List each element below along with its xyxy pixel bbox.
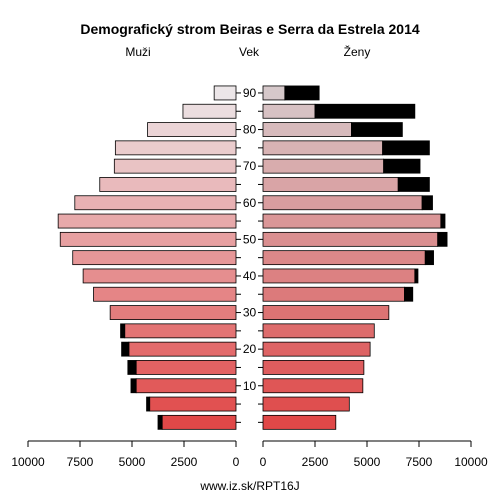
age-axis-label: Vek [239, 45, 260, 59]
male-bar-90+ [213, 85, 237, 101]
age-tick-label: 50 [243, 232, 257, 246]
female-excess-bar-90+ [284, 85, 320, 101]
female-excess-bar-75-79 [382, 140, 430, 156]
male-bar-0-4 [161, 414, 237, 430]
age-tick-label: 90 [243, 86, 257, 100]
male-bar-65-69 [99, 177, 237, 192]
female-bar-30-34 [262, 305, 390, 320]
age-tick-label: 20 [243, 342, 257, 356]
female-bar-80-84 [262, 122, 352, 137]
female-excess-bar-50-54 [437, 231, 448, 247]
male-excess-bar-25-29 [120, 323, 126, 339]
female-excess-bar-80-84 [350, 122, 403, 137]
male-bar-75-79 [114, 140, 237, 156]
female-bar-40-44 [262, 268, 416, 284]
male-excess-bar-0-4 [157, 414, 163, 430]
male-x-tick-label: 7500 [67, 455, 94, 469]
female-bar-50-54 [262, 231, 439, 247]
female-bar-25-29 [262, 323, 375, 339]
male-bar-25-29 [124, 323, 237, 339]
female-excess-bar-40-44 [414, 268, 419, 284]
male-bar-55-59 [57, 213, 237, 229]
female-bar-20-24 [262, 341, 371, 357]
female-bar-85-89 [262, 103, 316, 119]
female-bar-60-64 [262, 195, 423, 211]
female-excess-bar-55-59 [440, 213, 446, 229]
male-bar-45-49 [72, 250, 237, 266]
female-bar-70-74 [262, 158, 385, 174]
axes-group: 0 0 2500 2500 5000 5000 7500 7500 10000 10000 10 20… [11, 86, 488, 469]
chart-title: Demografický strom Beiras e Serra da Est… [80, 21, 420, 37]
male-bar-60-64 [74, 195, 237, 211]
female-x-tick-label: 0 [260, 455, 267, 469]
female-excess-bar-35-39 [404, 286, 414, 302]
bars-group [57, 85, 448, 430]
female-x-tick-label: 2500 [302, 455, 329, 469]
female-bar-75-79 [262, 140, 383, 156]
age-tick-label: 60 [243, 196, 257, 210]
age-tick-label: 40 [243, 269, 257, 283]
female-bar-65-69 [262, 177, 399, 192]
female-excess-bar-70-74 [383, 158, 421, 174]
female-bar-45-49 [262, 250, 426, 266]
male-x-tick-label: 2500 [171, 455, 198, 469]
female-x-tick-label: 7500 [406, 455, 433, 469]
male-excess-bar-5-9 [146, 396, 151, 412]
male-bar-30-34 [109, 305, 237, 320]
females-label: Ženy [344, 44, 371, 59]
female-bar-10-14 [262, 378, 364, 394]
female-bar-15-19 [262, 360, 365, 375]
female-x-tick-label: 5000 [354, 455, 381, 469]
male-excess-bar-15-19 [127, 360, 137, 375]
male-excess-bar-20-24 [121, 341, 130, 357]
male-bar-85-89 [182, 103, 237, 119]
footer-source: www.iz.sk/RPT16J [199, 479, 299, 493]
female-bar-5-9 [262, 396, 350, 412]
male-x-tick-label: 5000 [119, 455, 146, 469]
female-x-tick-label: 10000 [454, 455, 488, 469]
male-bar-15-19 [135, 360, 237, 375]
female-excess-bar-85-89 [314, 103, 416, 119]
female-excess-bar-60-64 [421, 195, 433, 211]
female-excess-bar-45-49 [424, 250, 434, 266]
male-bar-10-14 [135, 378, 237, 394]
male-x-tick-label: 10000 [11, 455, 45, 469]
male-bar-40-44 [82, 268, 237, 284]
male-bar-80-84 [147, 122, 237, 137]
age-tick-label: 80 [243, 123, 257, 137]
male-bar-5-9 [149, 396, 237, 412]
male-bar-20-24 [128, 341, 237, 357]
male-excess-bar-10-14 [130, 378, 137, 394]
female-bar-55-59 [262, 213, 442, 229]
male-bar-70-74 [113, 158, 237, 174]
age-tick-label: 30 [243, 306, 257, 320]
male-bar-35-39 [93, 286, 237, 302]
age-tick-label: 10 [243, 379, 257, 393]
female-bar-90+ [262, 85, 286, 101]
female-bar-35-39 [262, 286, 405, 302]
female-bar-0-4 [262, 414, 337, 430]
males-label: Muži [125, 45, 150, 59]
male-bar-50-54 [59, 231, 237, 247]
female-excess-bar-65-69 [397, 177, 430, 192]
male-x-tick-label: 0 [233, 455, 240, 469]
age-tick-label: 70 [243, 159, 257, 173]
